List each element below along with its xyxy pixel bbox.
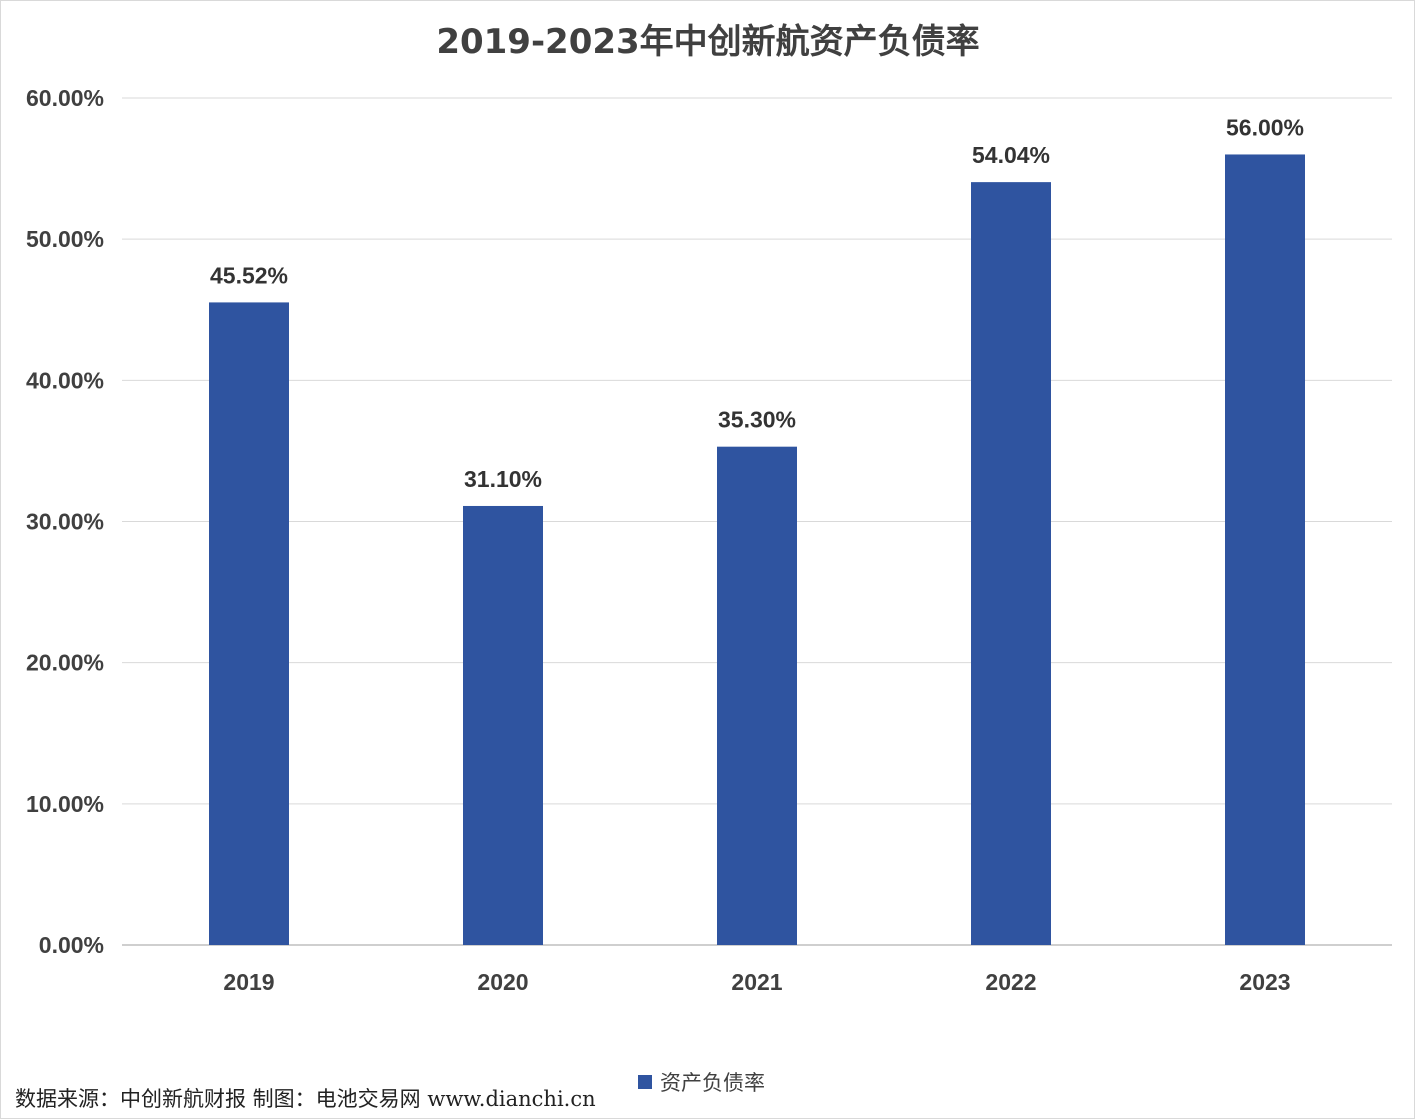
y-tick-label: 20.00% [26, 650, 104, 676]
x-tick-label: 2019 [223, 969, 274, 995]
y-tick-label: 40.00% [26, 367, 104, 393]
data-label: 35.30% [718, 407, 796, 433]
x-tick-label: 2020 [477, 969, 528, 995]
bar [463, 505, 543, 945]
data-labels: 45.52% 31.10% 35.30% 54.04% 56.00% [210, 114, 1304, 492]
bar [209, 302, 289, 946]
data-label: 54.04% [972, 142, 1050, 168]
y-tick-label: 60.00% [26, 85, 104, 111]
source-note: 数据来源：中创新航财报 制图：电池交易网 www.dianchi.cn [15, 1087, 596, 1111]
y-tick-label: 10.00% [26, 791, 104, 817]
legend-swatch [638, 1075, 652, 1089]
legend: 资产负债率 [638, 1071, 765, 1095]
bar [971, 182, 1051, 946]
y-tick-label: 0.00% [39, 932, 104, 958]
chart-title: 2019-2023年中创新航资产负债率 [436, 22, 979, 62]
y-tick-label: 30.00% [26, 509, 104, 535]
x-axis-ticks: 2019 2020 2021 2022 2023 [223, 969, 1290, 995]
gridlines [122, 97, 1392, 946]
x-tick-label: 2021 [731, 969, 782, 995]
bar [717, 446, 797, 945]
x-tick-label: 2023 [1239, 969, 1290, 995]
legend-label: 资产负债率 [660, 1071, 765, 1095]
y-axis-ticks: 0.00% 10.00% 20.00% 30.00% 40.00% 50.00% 60.00… [26, 85, 104, 958]
data-label: 31.10% [464, 466, 542, 492]
bars [209, 154, 1305, 946]
data-label: 56.00% [1226, 114, 1304, 140]
x-tick-label: 2022 [985, 969, 1036, 995]
data-label: 45.52% [210, 262, 288, 288]
y-tick-label: 50.00% [26, 226, 104, 252]
bar [1225, 154, 1305, 945]
